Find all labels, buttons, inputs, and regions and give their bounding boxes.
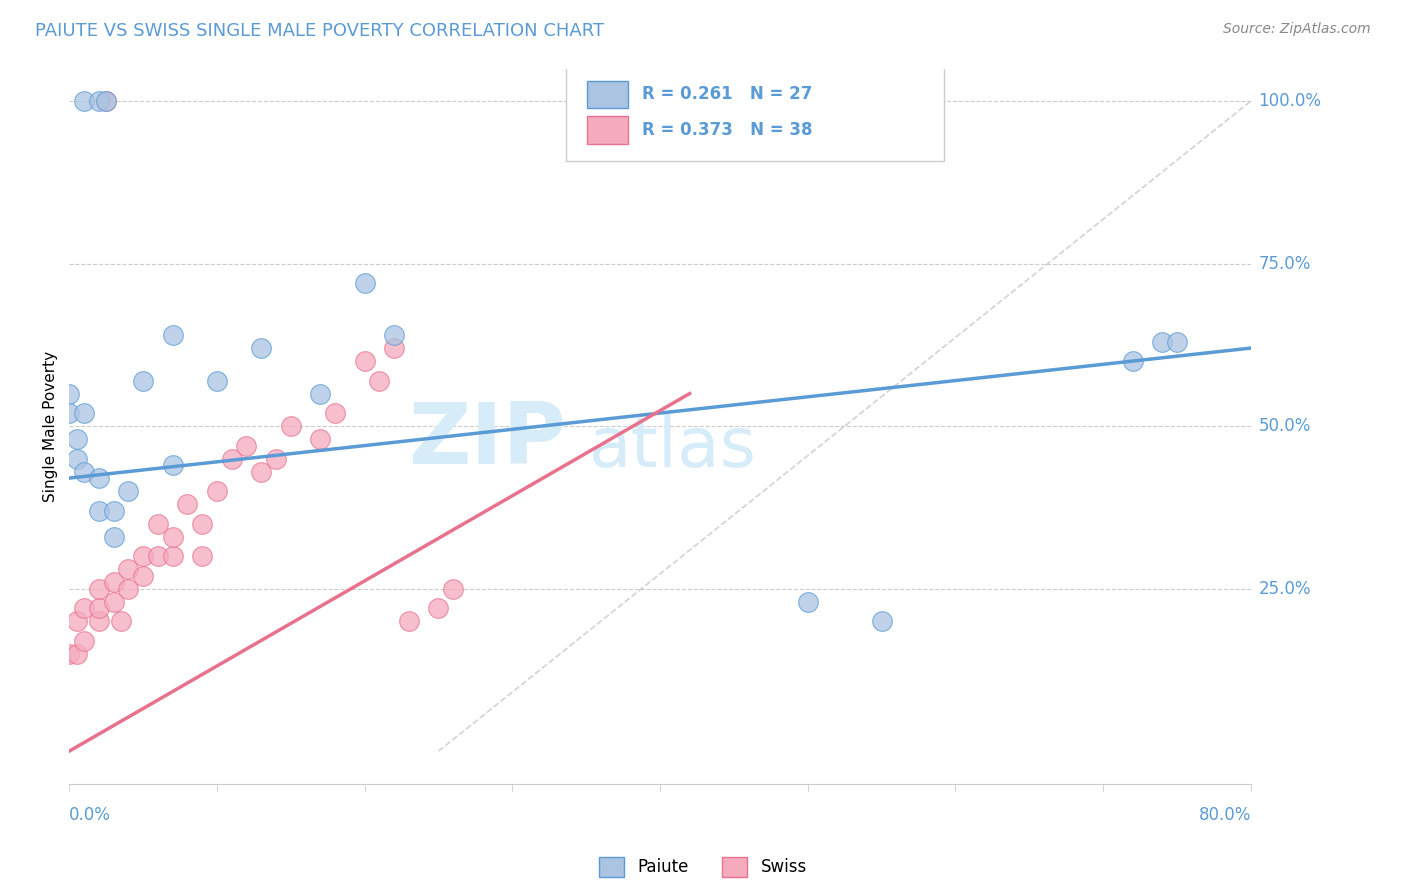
Y-axis label: Single Male Poverty: Single Male Poverty	[44, 351, 58, 501]
Point	[176, 497, 198, 511]
Point	[103, 594, 125, 608]
Point	[191, 516, 214, 531]
Point	[73, 406, 96, 420]
Point	[65, 647, 87, 661]
Point	[65, 451, 87, 466]
Point	[250, 341, 273, 355]
Point	[368, 374, 391, 388]
Point	[96, 94, 118, 108]
Point	[441, 582, 464, 596]
Point	[619, 94, 641, 108]
FancyBboxPatch shape	[586, 117, 628, 144]
Point	[1152, 334, 1174, 349]
Text: 25.0%: 25.0%	[1258, 580, 1310, 598]
Legend: Paiute, Swiss: Paiute, Swiss	[592, 850, 814, 884]
Point	[870, 614, 893, 628]
Point	[162, 549, 184, 563]
Text: Source: ZipAtlas.com: Source: ZipAtlas.com	[1223, 22, 1371, 37]
Point	[73, 465, 96, 479]
Point	[382, 341, 405, 355]
Point	[73, 94, 96, 108]
Point	[1166, 334, 1188, 349]
Text: atlas: atlas	[589, 414, 756, 481]
Point	[264, 451, 287, 466]
Point	[117, 562, 139, 576]
Text: 100.0%: 100.0%	[1258, 92, 1322, 110]
Point	[353, 354, 375, 368]
Point	[427, 601, 450, 615]
Point	[1122, 354, 1144, 368]
Text: ZIP: ZIP	[408, 399, 565, 482]
Point	[110, 614, 132, 628]
Point	[87, 614, 110, 628]
Point	[205, 484, 228, 499]
Point	[280, 419, 302, 434]
Point	[797, 594, 820, 608]
Point	[65, 432, 87, 446]
Point	[146, 516, 169, 531]
FancyBboxPatch shape	[565, 65, 943, 161]
Point	[73, 633, 96, 648]
Point	[58, 647, 80, 661]
Point	[162, 328, 184, 343]
Text: R = 0.373   N = 38: R = 0.373 N = 38	[643, 121, 813, 139]
Point	[103, 575, 125, 590]
Point	[58, 386, 80, 401]
Point	[103, 530, 125, 544]
Point	[73, 601, 96, 615]
Point	[87, 503, 110, 517]
Point	[162, 458, 184, 472]
Point	[323, 406, 346, 420]
Text: 75.0%: 75.0%	[1258, 254, 1310, 273]
Point	[132, 374, 155, 388]
Point	[191, 549, 214, 563]
Text: 80.0%: 80.0%	[1198, 806, 1251, 824]
Point	[382, 328, 405, 343]
FancyBboxPatch shape	[586, 80, 628, 108]
Point	[87, 601, 110, 615]
Text: 50.0%: 50.0%	[1258, 417, 1310, 435]
Point	[309, 386, 332, 401]
Point	[87, 582, 110, 596]
Point	[309, 432, 332, 446]
Point	[96, 94, 118, 108]
Point	[353, 276, 375, 290]
Point	[117, 484, 139, 499]
Point	[65, 614, 87, 628]
Point	[205, 374, 228, 388]
Point	[132, 568, 155, 582]
Point	[58, 406, 80, 420]
Point	[87, 471, 110, 485]
Point	[132, 549, 155, 563]
Point	[162, 530, 184, 544]
Point	[250, 465, 273, 479]
Text: R = 0.261   N = 27: R = 0.261 N = 27	[643, 86, 813, 103]
Point	[235, 439, 257, 453]
Point	[221, 451, 243, 466]
Point	[87, 94, 110, 108]
Point	[103, 503, 125, 517]
Point	[146, 549, 169, 563]
Text: 0.0%: 0.0%	[69, 806, 111, 824]
Point	[398, 614, 420, 628]
Text: PAIUTE VS SWISS SINGLE MALE POVERTY CORRELATION CHART: PAIUTE VS SWISS SINGLE MALE POVERTY CORR…	[35, 22, 605, 40]
Point	[117, 582, 139, 596]
